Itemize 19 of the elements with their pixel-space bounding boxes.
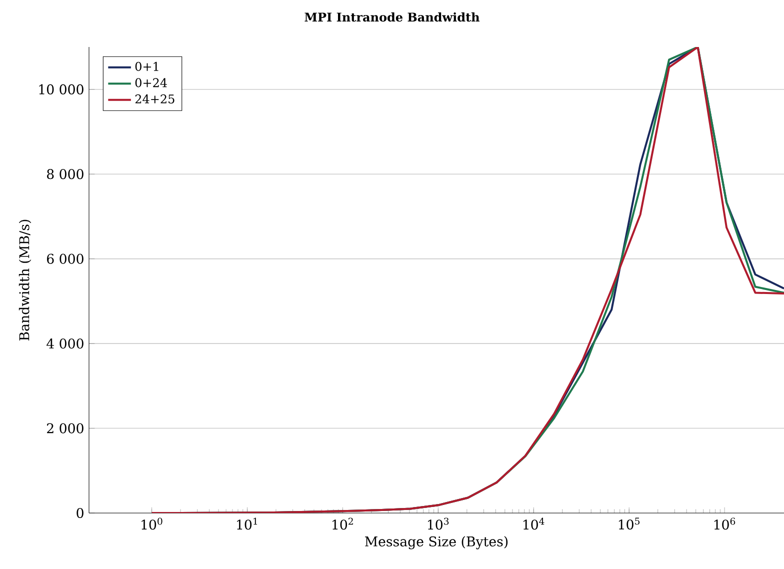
x-tick-label: 10$^{4}$ <box>523 518 544 530</box>
legend-label: 24+25 <box>135 94 174 104</box>
x-tick-label: 10$^{1}$ <box>237 518 258 530</box>
legend-label: 0+24 <box>135 78 167 88</box>
y-tick-label: 10 000 <box>39 84 84 94</box>
x-tick-label: 10$^{0}$ <box>142 518 162 530</box>
legend-label: 0+1 <box>135 62 158 71</box>
y-tick-label: 8 000 <box>47 169 84 180</box>
y-tick-label: 6 000 <box>47 254 84 264</box>
x-tick-label: 10$^{3}$ <box>428 518 449 530</box>
x-tick-label: 10$^{2}$ <box>332 518 353 530</box>
y-axis-title: Bandwidth (MB/s) <box>18 220 32 340</box>
chart-title: MPI Intranode Bandwidth <box>304 12 480 22</box>
x-tick-label: 10$^{5}$ <box>618 518 640 530</box>
x-axis-title: Message Size (Bytes) <box>365 536 508 550</box>
y-tick-label: 2 000 <box>47 423 84 434</box>
y-tick-label: 0 <box>76 508 84 518</box>
x-tick-label: 10$^{6}$ <box>714 518 736 530</box>
y-tick-label: 4 000 <box>46 338 84 349</box>
